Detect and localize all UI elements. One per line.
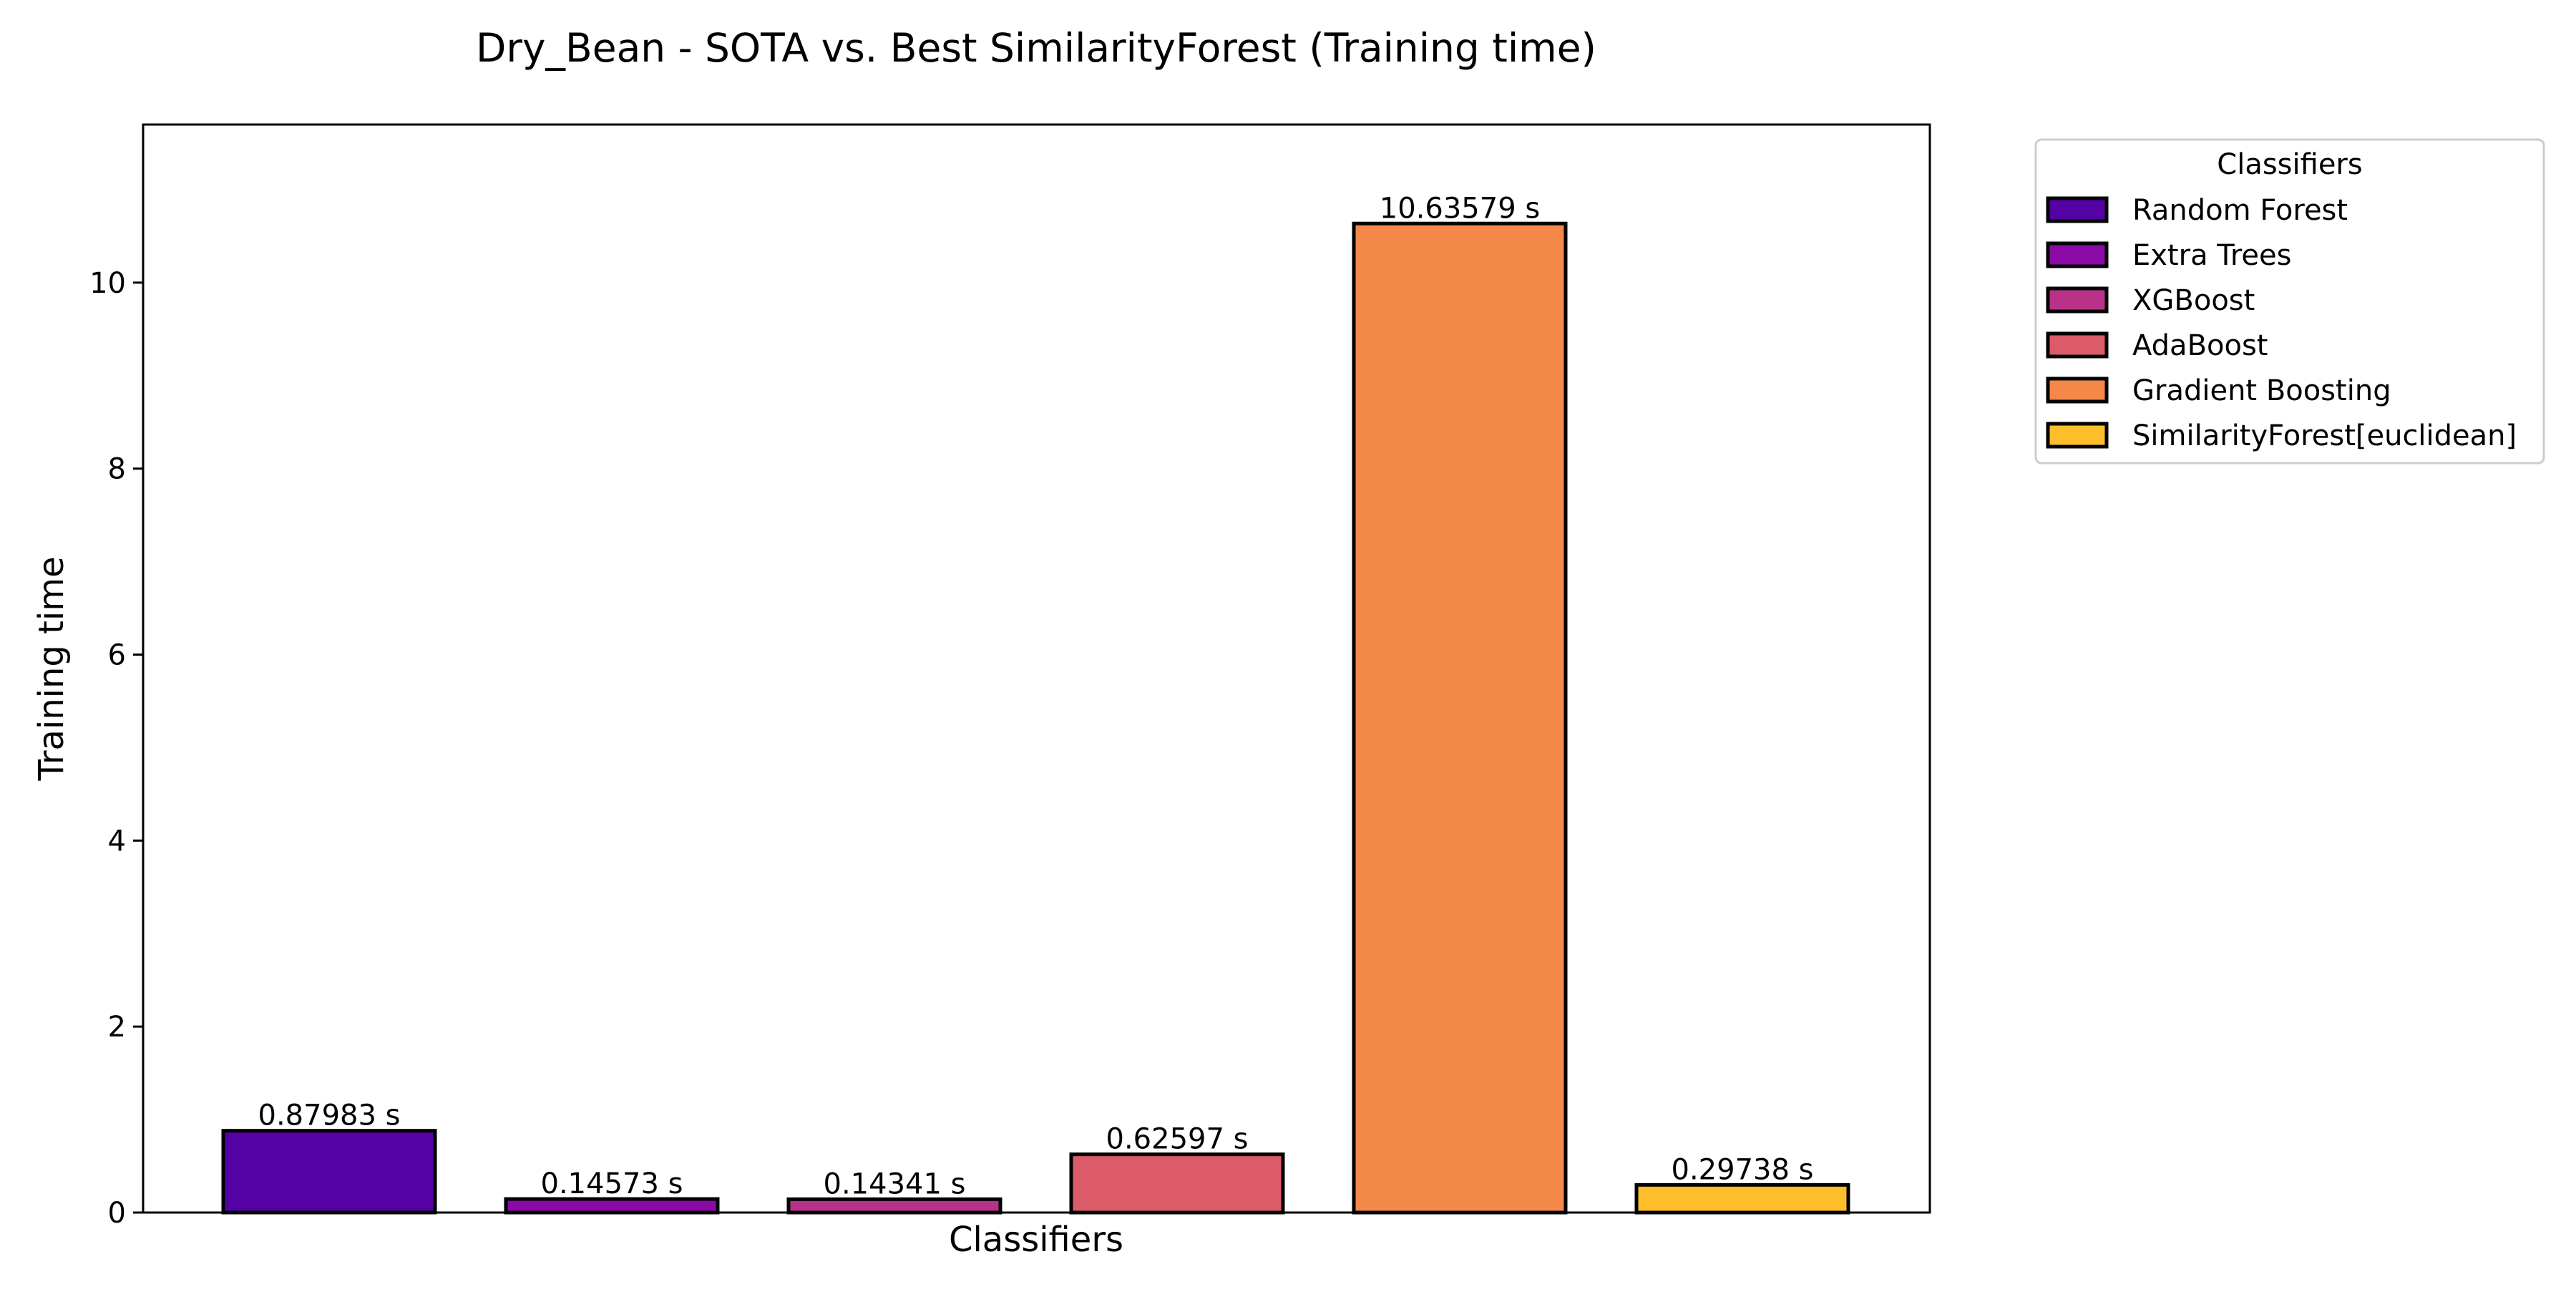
legend: Classifiers Random Forest Extra Trees XGBo… bbox=[2034, 138, 2545, 465]
legend-item-label: Extra Trees bbox=[2132, 239, 2291, 272]
chart-title: Dry_Bean - SOTA vs. Best SimilarityFores… bbox=[476, 25, 1596, 71]
legend-item-label: XGBoost bbox=[2132, 284, 2255, 317]
legend-title: Classifiers bbox=[2217, 148, 2362, 181]
bar bbox=[1634, 1182, 1850, 1215]
bar-value-label: 0.62597 s bbox=[1106, 1123, 1249, 1156]
plot-frame bbox=[142, 123, 1931, 1214]
legend-swatch bbox=[2046, 241, 2109, 268]
legend-swatch bbox=[2046, 196, 2109, 223]
bar bbox=[504, 1197, 720, 1215]
bar-value-label: 0.87983 s bbox=[258, 1099, 401, 1132]
bar bbox=[786, 1197, 1002, 1215]
legend-item-label: Random Forest bbox=[2132, 194, 2348, 227]
bar bbox=[1069, 1152, 1285, 1215]
legend-item-label: AdaBoost bbox=[2132, 329, 2268, 362]
legend-swatch bbox=[2046, 331, 2109, 359]
x-axis-label: Classifiers bbox=[949, 1220, 1123, 1260]
legend-swatch bbox=[2046, 422, 2109, 449]
bar-value-label: 0.29738 s bbox=[1672, 1153, 1814, 1186]
y-tick-label: 8 bbox=[108, 453, 126, 486]
y-tick-label: 4 bbox=[108, 825, 126, 858]
bar-value-label: 0.14341 s bbox=[824, 1167, 966, 1200]
y-tick-label: 2 bbox=[108, 1011, 126, 1044]
y-tick-label: 0 bbox=[108, 1197, 126, 1230]
bar-value-label: 0.14573 s bbox=[541, 1167, 683, 1200]
bars-group: 0.87983 s 0.14573 s 0.14341 s 0.62597 s 10.6… bbox=[221, 192, 1850, 1215]
legend-swatch bbox=[2046, 377, 2109, 404]
legend-swatch bbox=[2046, 286, 2109, 314]
legend-item-label: SimilarityForest[euclidean] bbox=[2132, 419, 2517, 452]
y-tick-label: 10 bbox=[89, 267, 126, 300]
y-tick-label: 6 bbox=[108, 639, 126, 672]
legend-item-label: Gradient Boosting bbox=[2132, 374, 2391, 407]
legend-frame bbox=[2034, 138, 2545, 465]
bar bbox=[1352, 221, 1568, 1215]
bar bbox=[221, 1129, 437, 1215]
bar-value-label: 10.63579 s bbox=[1380, 192, 1540, 225]
y-axis-label: Training time bbox=[31, 556, 72, 781]
y-axis: 0 2 4 6 8 10 bbox=[89, 267, 143, 1230]
